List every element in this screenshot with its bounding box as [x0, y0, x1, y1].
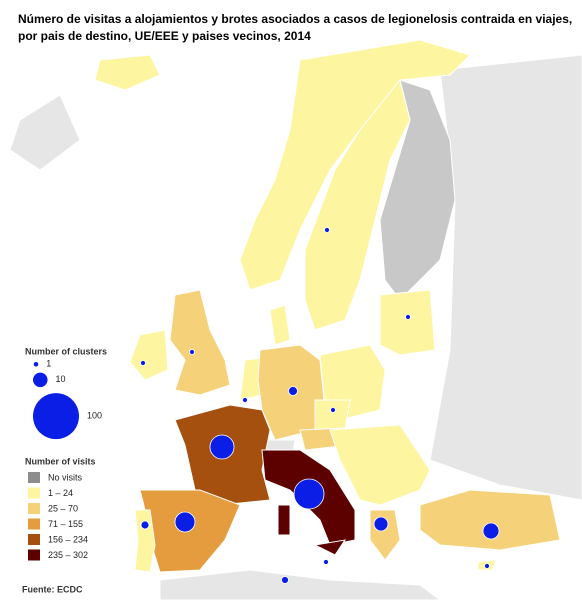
title-line: por pais de destino, UE/EEE y paises vec…	[18, 29, 311, 43]
legend-bubble-label: 100	[87, 411, 102, 421]
legend-swatch	[28, 472, 40, 483]
legend-label: 25 – 70	[48, 503, 78, 513]
legend-label: 1 – 24	[48, 488, 73, 498]
legend-swatch	[28, 534, 40, 545]
legend-label: 71 – 155	[48, 519, 83, 529]
legend: 1 10 100 No visits 1 – 24 25 – 70 71 – 155 156 …	[28, 359, 102, 561]
cluster-dots	[140, 227, 500, 584]
legend-bubble-label: 10	[56, 374, 66, 384]
legend-title: Number of clusters	[25, 346, 107, 356]
legend-label: 156 – 234	[48, 534, 88, 544]
legend-swatch	[28, 549, 40, 561]
legend-bubble	[33, 362, 39, 367]
legend-bubble	[33, 372, 48, 388]
title-line: Número de visitas a alojamientos y brote…	[18, 12, 572, 26]
legend-label: No visits	[48, 472, 83, 482]
legend-label: 235 – 302	[48, 550, 88, 560]
legend-swatch	[28, 487, 40, 499]
legend-swatch	[28, 518, 40, 530]
legend-title: Number of visits	[25, 456, 96, 466]
legend-bubble	[33, 393, 79, 440]
legend-swatch	[28, 503, 40, 514]
land	[9, 39, 582, 601]
legend-bubble-label: 1	[46, 359, 51, 369]
source: Fuente: ECDC	[22, 584, 83, 594]
